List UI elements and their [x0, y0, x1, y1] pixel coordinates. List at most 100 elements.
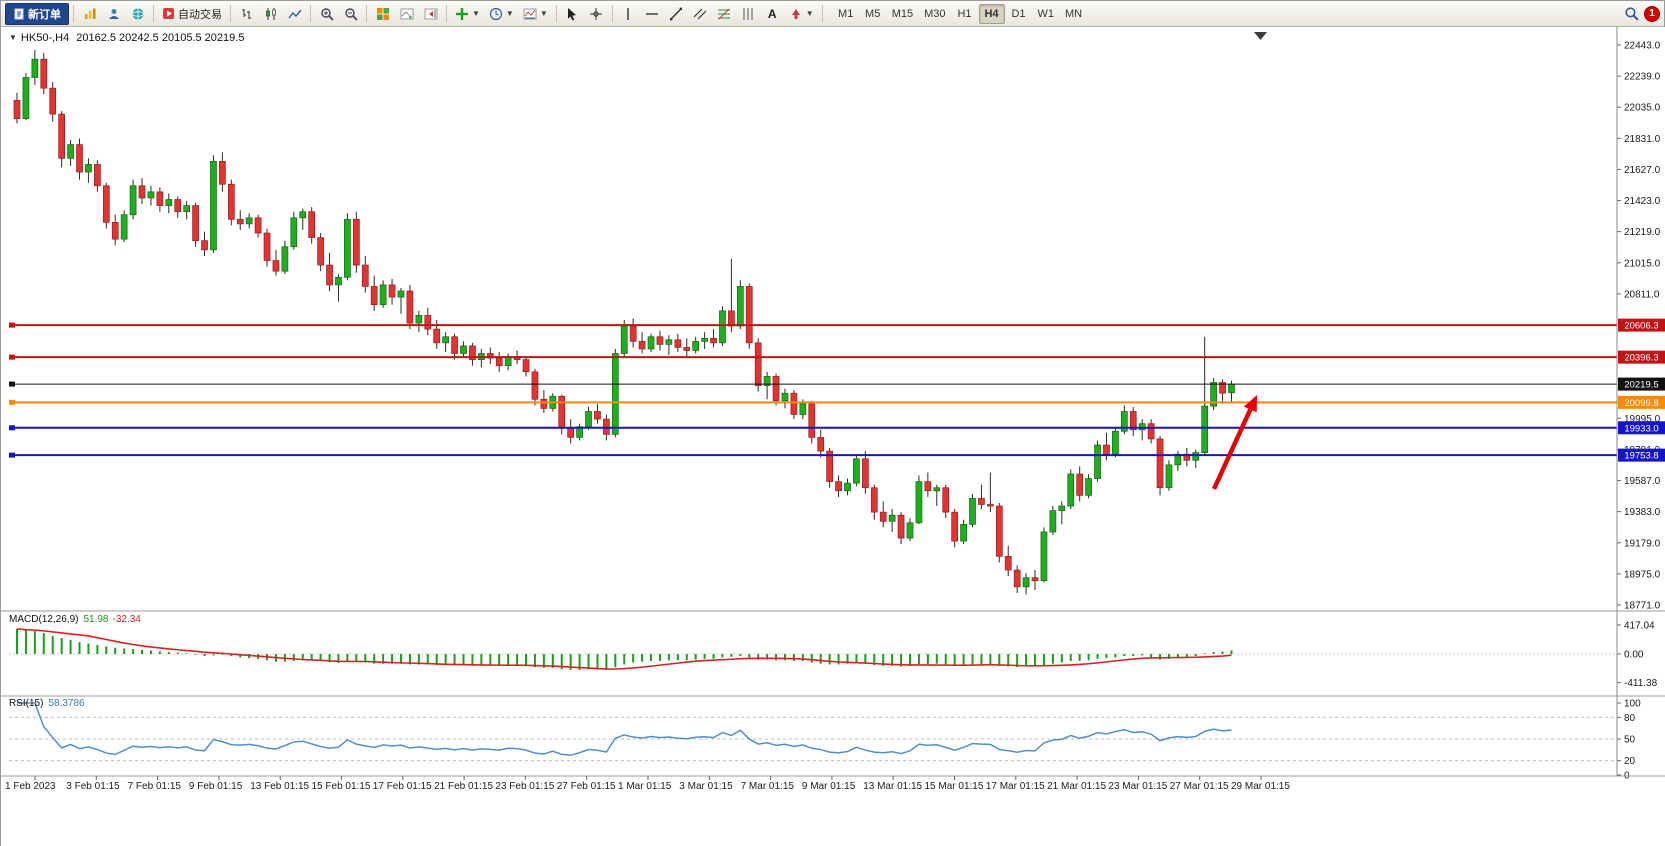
cursor-button[interactable] — [561, 3, 584, 25]
svg-text:17 Mar 01:15: 17 Mar 01:15 — [986, 781, 1045, 792]
macd-indicator-label: MACD(12,26,9) — [9, 614, 79, 625]
svg-text:7 Feb 01:15: 7 Feb 01:15 — [128, 781, 182, 792]
svg-text:22443.0: 22443.0 — [1624, 41, 1661, 52]
line-left-marker — [9, 452, 15, 458]
macd-signal-line — [16, 628, 1232, 670]
vertical-line-button[interactable] — [617, 3, 640, 25]
rsi-indicator-label: RSI(15) — [9, 698, 44, 709]
timeframe-m1-button[interactable]: M1 — [833, 4, 859, 24]
crosshair-button[interactable] — [585, 3, 608, 25]
chart-shift-marker[interactable] — [1254, 32, 1267, 40]
chevron-down-icon: ▼ — [505, 8, 514, 18]
chart-window[interactable]: 22443.0 22239.0 22035.0 21831.0 21627.0 21423… — [1, 27, 1665, 846]
svg-text:20606.3: 20606.3 — [1624, 321, 1658, 332]
svg-text:19933.0: 19933.0 — [1624, 423, 1658, 434]
notification-badge[interactable]: 1 — [1644, 5, 1660, 22]
search-button[interactable] — [1620, 3, 1643, 25]
bar-chart-icon — [241, 8, 251, 19]
line-left-marker — [9, 381, 15, 387]
timeframe-m30-button[interactable]: M30 — [919, 4, 950, 24]
bar-chart-button[interactable] — [235, 3, 258, 25]
separator — [73, 5, 74, 22]
svg-text:9 Mar 01:15: 9 Mar 01:15 — [802, 781, 856, 792]
fibonacci-retracement-icon — [718, 8, 731, 19]
trendline-button[interactable] — [665, 3, 688, 25]
periods-button[interactable]: ▼ — [485, 3, 518, 25]
svg-text:23 Feb 01:15: 23 Feb 01:15 — [495, 781, 554, 792]
time-axis[interactable]: 1 Feb 2023 3 Feb 01:15 7 Feb 01:15 9 Feb 01… — [5, 776, 1290, 792]
svg-text:22239.0: 22239.0 — [1624, 72, 1661, 83]
line-chart-button[interactable] — [283, 3, 306, 25]
fibonacci-retracement-button[interactable] — [713, 3, 736, 25]
chart-plot-area[interactable] — [1, 27, 1617, 611]
svg-text:-411.38: -411.38 — [1624, 678, 1658, 689]
arrows-tool-icon — [791, 8, 800, 19]
ohlc-values: 20162.5 20242.5 20105.5 20219.5 — [76, 32, 245, 44]
svg-text:7 Mar 01:15: 7 Mar 01:15 — [741, 781, 795, 792]
periods-clock-icon — [489, 7, 503, 20]
timeframe-toolbar: M1 M5 M15 M30 H1 H4 D1 W1 MN — [833, 3, 1087, 24]
chart-shift-button[interactable] — [419, 3, 442, 25]
chart-canvas[interactable]: 22443.0 22239.0 22035.0 21831.0 21627.0 21423… — [1, 27, 1665, 846]
price-badge — [1618, 421, 1665, 435]
svg-text:3 Mar 01:15: 3 Mar 01:15 — [679, 781, 733, 792]
rsi-value: 58.3786 — [48, 698, 85, 709]
indicators-icon — [456, 7, 468, 20]
svg-text:1 Feb 2023: 1 Feb 2023 — [5, 781, 56, 792]
zoom-in-button[interactable] — [315, 3, 338, 25]
line-left-marker — [9, 425, 15, 431]
text-tool-button[interactable]: A — [761, 3, 784, 25]
tile-windows-button[interactable] — [371, 3, 394, 25]
auto-trading-button[interactable]: 自动交易 — [158, 3, 226, 25]
separator — [611, 5, 613, 22]
horizontal-line-button[interactable] — [641, 3, 664, 25]
equidistant-channel-button[interactable] — [689, 3, 712, 25]
price-badge — [1618, 350, 1665, 364]
indicators-button[interactable]: ▼ — [451, 3, 484, 25]
svg-text:19383.0: 19383.0 — [1624, 507, 1661, 518]
new-order-label: 新订单 — [28, 8, 61, 21]
auto-scroll-button[interactable] — [395, 3, 418, 25]
templates-icon — [523, 8, 537, 19]
auto-trading-icon — [163, 8, 174, 19]
text-tool-icon: A — [767, 6, 777, 21]
cycle-lines-button[interactable] — [737, 3, 760, 25]
timeframe-h1-button[interactable]: H1 — [952, 4, 978, 24]
macd-signal-value: -32.34 — [112, 614, 141, 625]
svg-text:21 Feb 01:15: 21 Feb 01:15 — [434, 781, 493, 792]
timeframe-mn-button[interactable]: MN — [1060, 4, 1087, 24]
price-badge — [1618, 395, 1665, 409]
auto-trading-label: 自动交易 — [178, 8, 222, 21]
candles — [13, 50, 1235, 595]
rsi-line — [17, 702, 1232, 756]
candlestick-chart-icon — [265, 7, 276, 20]
zoom-out-button[interactable] — [339, 3, 362, 25]
one-click-trading-collapse-icon[interactable]: ▼ — [9, 33, 17, 42]
timeframe-m15-button[interactable]: M15 — [887, 4, 918, 24]
svg-text:20: 20 — [1624, 756, 1636, 767]
zoom-in-icon — [320, 7, 334, 21]
new-order-button[interactable]: 新订单 — [5, 2, 69, 25]
templates-button[interactable]: ▼ — [519, 3, 552, 25]
price-badge — [1618, 448, 1665, 462]
arrows-tool-button[interactable]: ▼ — [785, 3, 818, 25]
search-icon — [1625, 7, 1639, 21]
svg-text:3 Feb 01:15: 3 Feb 01:15 — [66, 781, 120, 792]
timeframe-m5-button[interactable]: M5 — [860, 4, 886, 24]
symbol-timeframe-label: HK50-,H4 — [20, 32, 70, 44]
price-badge — [1618, 377, 1665, 391]
svg-text:19753.8: 19753.8 — [1624, 451, 1658, 462]
candlestick-chart-button[interactable] — [259, 3, 282, 25]
timeframe-d1-button[interactable]: D1 — [1006, 4, 1032, 24]
cursor-icon — [568, 7, 577, 20]
timeframe-h4-button[interactable]: H4 — [978, 3, 1005, 24]
separator — [153, 5, 154, 22]
svg-text:21831.0: 21831.0 — [1624, 134, 1661, 145]
new-chart-button[interactable] — [78, 3, 101, 25]
timeframe-w1-button[interactable]: W1 — [1033, 4, 1060, 24]
profiles-button[interactable] — [102, 3, 125, 25]
fullscreen-button[interactable] — [126, 3, 149, 25]
level-lines[interactable]: 20606.3 20396.3 20219.5 20099.8 19933.0 19753… — [9, 318, 1665, 462]
arrow-annotation[interactable] — [1211, 395, 1257, 490]
